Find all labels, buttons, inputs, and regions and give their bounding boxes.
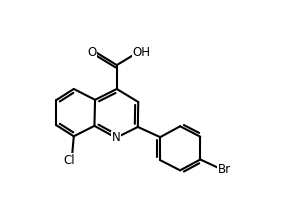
Text: OH: OH [132, 46, 151, 59]
Text: Cl: Cl [64, 154, 75, 167]
Text: O: O [88, 46, 97, 59]
Text: Br: Br [218, 163, 231, 176]
Text: N: N [112, 131, 120, 144]
